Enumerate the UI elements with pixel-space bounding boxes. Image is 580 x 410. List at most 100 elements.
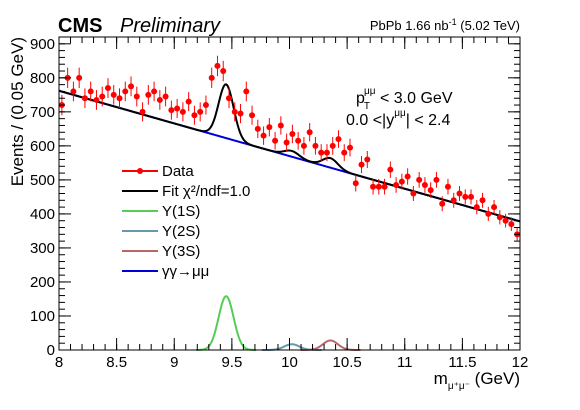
legend-swatch-marker xyxy=(137,168,143,174)
pt-subscript: T xyxy=(364,101,370,112)
data-point xyxy=(300,142,307,149)
data-point xyxy=(473,204,480,211)
data-point xyxy=(214,62,221,69)
data-point xyxy=(352,180,359,187)
data-point xyxy=(156,96,163,103)
data-point xyxy=(341,149,348,156)
data-point xyxy=(116,95,123,102)
y-tick-label: 300 xyxy=(30,240,55,257)
x-tick-label: 11.5 xyxy=(448,354,476,371)
data-point xyxy=(323,149,330,156)
data-point xyxy=(249,112,256,119)
peak-curve-1 xyxy=(196,295,257,351)
legend-label: Υ(1S) xyxy=(162,203,200,220)
pt-superscript: μμ xyxy=(364,86,376,97)
data-point xyxy=(421,181,428,188)
data-point xyxy=(306,129,313,136)
data-point xyxy=(145,91,152,98)
data-point xyxy=(133,93,140,100)
data-point xyxy=(462,193,469,200)
data-point xyxy=(93,96,100,103)
rapidity-prefix: 0.0 <|y xyxy=(346,112,394,129)
lumi-suffix: (5.02 TeV) xyxy=(457,18,520,33)
lumi-exponent: -1 xyxy=(449,17,457,27)
data-point xyxy=(502,217,509,224)
data-point xyxy=(410,190,417,197)
pt-cut-value: < 3.0 GeV xyxy=(376,90,453,107)
data-point xyxy=(444,183,451,190)
data-point xyxy=(168,107,175,114)
data-point xyxy=(225,95,232,102)
legend-label: γγ→μμ xyxy=(162,263,209,280)
data-point xyxy=(485,210,492,217)
data-point xyxy=(283,139,290,146)
luminosity-label: PbPb 1.66 nb-1 (5.02 TeV) xyxy=(370,17,520,33)
data-point xyxy=(104,85,111,92)
legend-label: Data xyxy=(162,163,194,180)
x-tick-label: 11 xyxy=(397,354,413,371)
data-point xyxy=(231,108,238,115)
y-tick-label: 600 xyxy=(30,138,55,155)
rapidity-cut-value: | < 2.4 xyxy=(406,112,451,129)
data-point xyxy=(277,122,284,129)
data-point xyxy=(404,173,411,180)
x-axis-title: mμ⁺μ⁻ (GeV) xyxy=(434,369,520,392)
data-point xyxy=(220,68,227,75)
pt-cut-label: pTμμ < 3.0 GeV xyxy=(356,86,453,112)
data-point xyxy=(162,93,169,100)
data-point xyxy=(439,200,446,207)
data-point xyxy=(347,144,354,151)
x-tick-label: 10 xyxy=(281,354,298,371)
y-axis-title: Events / (0.05 GeV) xyxy=(8,37,27,186)
data-point xyxy=(289,130,296,137)
x-axis-symbol: m xyxy=(434,369,448,388)
y-tick-label: 200 xyxy=(30,274,55,291)
data-point xyxy=(370,183,377,190)
data-point xyxy=(508,221,515,228)
experiment-label: CMS xyxy=(58,15,102,37)
data-point xyxy=(318,149,325,156)
lumi-prefix: PbPb 1.66 nb xyxy=(370,18,449,33)
x-tick-label: 9.5 xyxy=(221,354,242,371)
y-tick-label: 100 xyxy=(30,308,55,325)
data-point xyxy=(237,110,244,117)
legend-label: Υ(3S) xyxy=(162,243,200,260)
data-point xyxy=(99,93,106,100)
rapidity-cut-label: 0.0 <|yμμ| < 2.4 xyxy=(346,108,450,129)
data-point xyxy=(70,88,77,95)
data-point xyxy=(375,183,382,190)
data-point xyxy=(312,142,319,149)
data-point xyxy=(295,137,302,144)
data-point xyxy=(179,108,186,115)
data-point xyxy=(398,178,405,185)
data-point xyxy=(254,125,261,132)
data-point xyxy=(329,142,336,149)
data-point xyxy=(174,105,181,112)
y-tick-label: 800 xyxy=(30,70,55,87)
x-axis-unit: (GeV) xyxy=(470,369,520,388)
legend-label: Υ(2S) xyxy=(162,223,200,240)
pt-symbol: p xyxy=(356,90,365,107)
data-point xyxy=(76,74,83,81)
x-tick-label: 12 xyxy=(512,354,529,371)
data-point xyxy=(358,161,365,168)
data-point xyxy=(433,176,440,183)
data-point xyxy=(128,83,135,90)
data-point xyxy=(202,102,209,109)
fit-total-curve xyxy=(58,83,521,223)
data-point xyxy=(151,88,158,95)
x-tick-label: 8.5 xyxy=(106,354,127,371)
data-point xyxy=(335,136,342,143)
data-point xyxy=(260,132,267,139)
data-point xyxy=(185,98,192,105)
x-tick-label: 8 xyxy=(55,354,63,371)
data-point xyxy=(456,190,463,197)
data-point xyxy=(272,137,279,144)
data-point xyxy=(491,204,498,211)
status-label: Preliminary xyxy=(120,15,221,37)
data-point xyxy=(479,197,486,204)
legend: Data Fit χ²/ndf=1.0 Υ(1S) Υ(2S) Υ(3S) γγ→μμ xyxy=(122,163,250,280)
data-point xyxy=(243,88,250,95)
data-point xyxy=(416,176,423,183)
data-point xyxy=(450,197,457,204)
